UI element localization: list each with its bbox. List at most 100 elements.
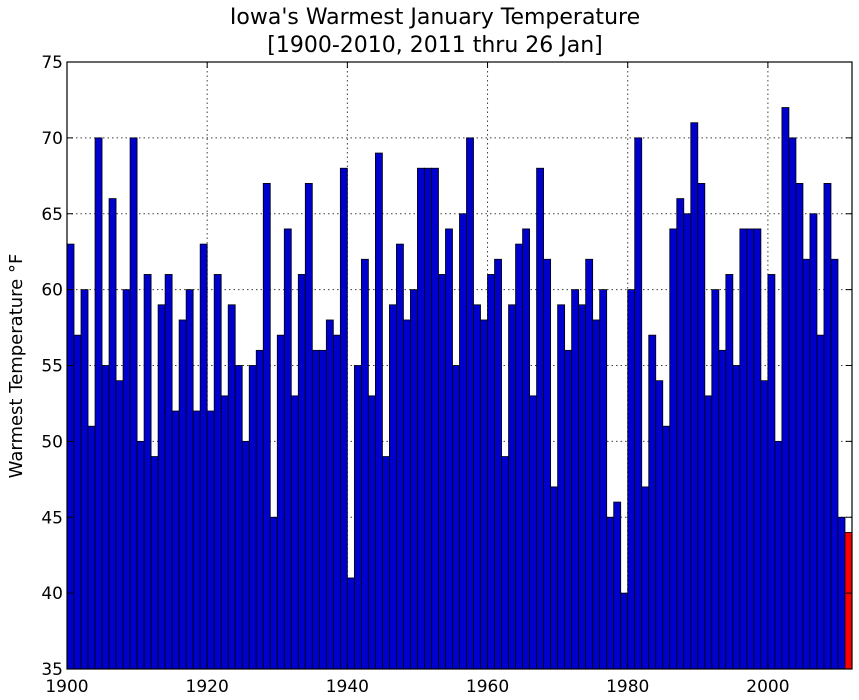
bar [136, 440, 145, 670]
bar [276, 334, 285, 670]
bar [199, 243, 208, 670]
bar [346, 577, 355, 670]
bar [732, 365, 741, 670]
bar [508, 304, 516, 670]
bar [318, 349, 327, 670]
bar [746, 228, 755, 670]
bar [739, 228, 748, 670]
bar [466, 137, 474, 670]
bar [87, 425, 96, 670]
bar [438, 274, 446, 670]
bar [248, 365, 257, 670]
bar [480, 319, 488, 670]
bar [283, 228, 292, 670]
bar [781, 107, 790, 670]
chart-title: Iowa's Warmest January Temperature [230, 5, 640, 30]
bar [592, 319, 601, 670]
bar [830, 258, 839, 670]
bar [108, 198, 117, 670]
bar [543, 258, 552, 670]
bar [816, 334, 825, 670]
bar [683, 213, 692, 670]
bar [487, 274, 495, 670]
bar [753, 228, 762, 670]
bar [122, 289, 131, 670]
bar [571, 289, 580, 670]
bar [606, 516, 615, 670]
bar [774, 440, 783, 670]
bar [627, 289, 636, 670]
bar [452, 365, 460, 670]
bar [529, 395, 537, 670]
bar [353, 365, 362, 670]
bar [311, 349, 320, 670]
axes: 35 40 45 50 55 60 65 70 75 1900 1920 1940 1960 1980 20… [41, 53, 852, 697]
bar [809, 213, 818, 670]
bar [564, 349, 573, 670]
bar [669, 228, 678, 670]
bar [473, 304, 481, 670]
bar [290, 395, 299, 670]
bar [389, 304, 397, 670]
bar [101, 365, 110, 670]
bar [269, 516, 278, 670]
bar [213, 274, 222, 670]
y-tick-label: 55 [41, 357, 63, 377]
bar [550, 486, 559, 670]
bar [585, 258, 594, 670]
bar [620, 592, 629, 670]
bar [578, 304, 587, 670]
x-tick-label: 1900 [45, 677, 88, 697]
bar [634, 137, 643, 670]
x-tick-label: 1960 [466, 677, 509, 697]
y-axis-label: Warmest Temperature °F [6, 254, 27, 479]
y-tick-label: 75 [41, 53, 63, 73]
bar [73, 334, 82, 670]
bar [613, 501, 622, 670]
bar [459, 213, 467, 670]
bar [697, 182, 706, 670]
bar [655, 380, 664, 670]
bar [599, 289, 608, 670]
bar [80, 289, 89, 670]
bar [94, 137, 103, 670]
bar [676, 198, 685, 670]
bar [711, 289, 720, 670]
bar-highlight [844, 532, 853, 670]
y-tick-label: 40 [41, 584, 63, 604]
bar [445, 228, 453, 670]
bar [206, 410, 215, 670]
bar [178, 319, 187, 670]
bar [339, 167, 348, 670]
bar [837, 516, 846, 670]
x-tick-label: 2000 [746, 677, 789, 697]
bar [150, 456, 159, 670]
bar [515, 243, 523, 670]
bar [396, 243, 404, 670]
bar [157, 304, 166, 670]
bar [374, 152, 383, 670]
bar [494, 258, 502, 670]
bar [66, 243, 75, 670]
y-tick-label: 50 [41, 432, 63, 452]
plot-frame [66, 61, 853, 670]
bar [255, 349, 264, 670]
bar [164, 274, 173, 670]
bar [641, 486, 650, 670]
x-tick-label: 1940 [326, 677, 369, 697]
bars [66, 107, 853, 670]
bar [115, 380, 124, 670]
bar [367, 395, 376, 670]
bar [332, 334, 341, 670]
bar [725, 274, 734, 670]
bar [536, 167, 545, 670]
bar [382, 456, 390, 670]
bar [795, 182, 804, 670]
bar [718, 349, 727, 670]
bar [220, 395, 229, 670]
bar [760, 380, 769, 670]
x-tick-label: 1920 [186, 677, 229, 697]
bar [304, 182, 313, 670]
bar [192, 410, 201, 670]
